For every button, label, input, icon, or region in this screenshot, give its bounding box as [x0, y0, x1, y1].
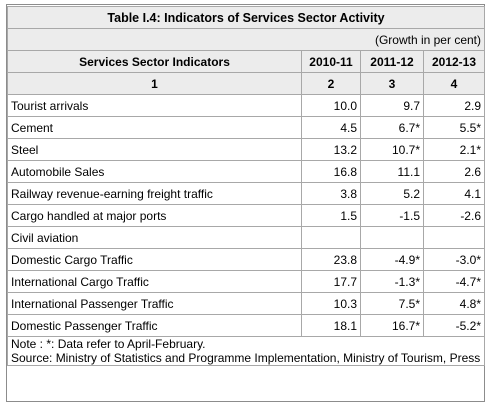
note-text: Note : *: Data refer to April-February.: [11, 337, 206, 352]
cell-value: 10.0: [301, 94, 361, 117]
unit-row: (Growth in per cent): [7, 28, 485, 51]
row-label: Railway revenue-earning freight traffic: [7, 182, 302, 205]
cell-value: 4.1: [423, 182, 485, 205]
cell-value: 3.8: [301, 182, 361, 205]
cell-value: 4.8*: [423, 292, 485, 315]
table-row: Civil aviation: [7, 226, 485, 249]
services-indicators-table: Table I.4: Indicators of Services Sector…: [7, 6, 485, 366]
column-number: 1: [7, 72, 302, 95]
column-number: 3: [360, 72, 424, 95]
cell-value: 5.5*: [423, 116, 485, 139]
table-row: Cement 4.5 6.7* 5.5*: [7, 116, 485, 139]
title-row: Table I.4: Indicators of Services Sector…: [7, 6, 485, 29]
cell-value: 2.6: [423, 160, 485, 183]
cell-value: 10.7*: [360, 138, 424, 161]
cell-value: 4.5: [301, 116, 361, 139]
cell-value: 11.1: [360, 160, 424, 183]
row-label: Civil aviation: [7, 226, 302, 249]
cell-value: -5.2*: [423, 314, 485, 337]
cell-value: 18.1: [301, 314, 361, 337]
column-number: 2: [301, 72, 361, 95]
row-label: International Cargo Traffic: [7, 270, 302, 293]
notes-row: Note : *: Data refer to April-February. …: [7, 336, 485, 366]
cell-value: 17.7: [301, 270, 361, 293]
cell-value: [360, 226, 424, 249]
table-row: Railway revenue-earning freight traffic …: [7, 182, 485, 205]
header-row: Services Sector Indicators 2010-11 2011-…: [7, 50, 485, 73]
row-label: Automobile Sales: [7, 160, 302, 183]
cell-value: 23.8: [301, 248, 361, 271]
table-row: Domestic Passenger Traffic 18.1 16.7* -5…: [7, 314, 485, 337]
cell-value: 2.1*: [423, 138, 485, 161]
table-row: International Cargo Traffic 17.7 -1.3* -…: [7, 270, 485, 293]
cell-value: 2.9: [423, 94, 485, 117]
cell-value: 16.7*: [360, 314, 424, 337]
cell-value: [301, 226, 361, 249]
cell-value: [423, 226, 485, 249]
header-year: 2010-11: [301, 50, 361, 73]
cell-value: -2.6: [423, 204, 485, 227]
row-label: Domestic Cargo Traffic: [7, 248, 302, 271]
cell-value: -3.0*: [423, 248, 485, 271]
cell-value: 6.7*: [360, 116, 424, 139]
cell-value: -4.7*: [423, 270, 485, 293]
row-label: Domestic Passenger Traffic: [7, 314, 302, 337]
header-year: 2012-13: [423, 50, 485, 73]
column-number-row: 1 2 3 4: [7, 72, 485, 95]
cell-value: 10.3: [301, 292, 361, 315]
table-notes: Note : *: Data refer to April-February. …: [7, 336, 485, 366]
cell-value: -4.9*: [360, 248, 424, 271]
row-label: Cargo handled at major ports: [7, 204, 302, 227]
unit-note: (Growth in per cent): [7, 28, 485, 51]
cell-value: 13.2: [301, 138, 361, 161]
header-year: 2011-12: [360, 50, 424, 73]
table-title: Table I.4: Indicators of Services Sector…: [7, 6, 485, 29]
table-row: Domestic Cargo Traffic 23.8 -4.9* -3.0*: [7, 248, 485, 271]
column-number: 4: [423, 72, 485, 95]
cell-value: 1.5: [301, 204, 361, 227]
cell-value: 16.8: [301, 160, 361, 183]
table-row: International Passenger Traffic 10.3 7.5…: [7, 292, 485, 315]
source-text: Source: Ministry of Statistics and Progr…: [11, 351, 484, 365]
table-row: Automobile Sales 16.8 11.1 2.6: [7, 160, 485, 183]
row-label: International Passenger Traffic: [7, 292, 302, 315]
cell-value: 5.2: [360, 182, 424, 205]
cell-value: -1.3*: [360, 270, 424, 293]
row-label: Tourist arrivals: [7, 94, 302, 117]
row-label: Cement: [7, 116, 302, 139]
table-row: Tourist arrivals 10.0 9.7 2.9: [7, 94, 485, 117]
table-row: Cargo handled at major ports 1.5 -1.5 -2…: [7, 204, 485, 227]
header-indicator: Services Sector Indicators: [7, 50, 302, 73]
row-label: Steel: [7, 138, 302, 161]
cell-value: 7.5*: [360, 292, 424, 315]
table-row: Steel 13.2 10.7* 2.1*: [7, 138, 485, 161]
cell-value: -1.5: [360, 204, 424, 227]
cell-value: 9.7: [360, 94, 424, 117]
